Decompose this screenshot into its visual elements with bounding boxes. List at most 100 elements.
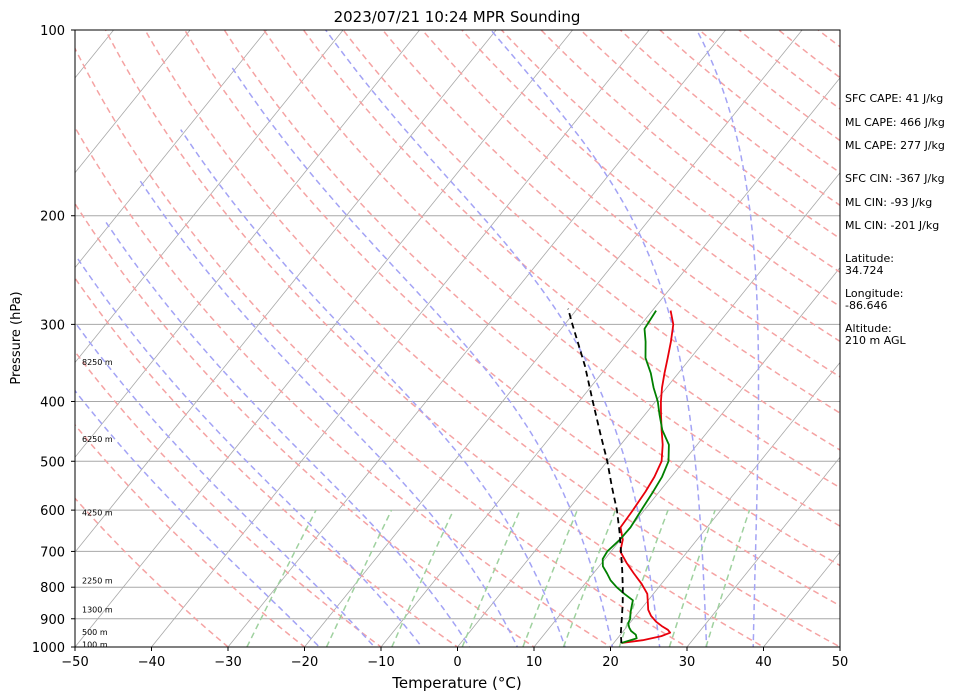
- y-tick-label: 300: [40, 318, 65, 333]
- altitude-label: 100 m: [82, 640, 108, 649]
- x-axis-ticks: −50 −40 −30 −20 −10 0 10 20 30 40 50: [61, 647, 848, 670]
- isotherm-line: [75, 30, 344, 364]
- y-tick-label: 1000: [32, 641, 65, 656]
- isotherm-line: [75, 30, 191, 174]
- moist-adiabat-line: [490, 30, 708, 647]
- isotherm-line: [533, 266, 840, 647]
- mixing-ratio-line: [246, 509, 317, 647]
- sfc-cin-text: SFC CIN: -367 J/kg: [845, 172, 945, 185]
- isotherm-line: [75, 30, 573, 647]
- y-tick-label: 200: [40, 210, 65, 225]
- x-tick-label: 40: [755, 655, 772, 670]
- location-info: Latitude: 34.724 Longitude: -86.646 Alti…: [845, 252, 907, 347]
- altitude-label: 4250 m: [82, 508, 113, 517]
- x-tick-label: −10: [367, 655, 394, 670]
- ml-cin-text-2: ML CIN: -201 J/kg: [845, 219, 939, 232]
- x-tick-label: 0: [453, 655, 461, 670]
- isotherm-line: [75, 30, 267, 269]
- moist-adiabat-line: [180, 129, 566, 647]
- y-tick-label: 800: [40, 581, 65, 596]
- adiabat-layer: [75, 30, 840, 647]
- x-tick-label: 20: [602, 655, 619, 670]
- dry-adiabat-line: [75, 125, 612, 647]
- mixing-ratio-line: [522, 509, 578, 647]
- altitude-label-layer: 100 m 500 m 1300 m 2250 m 4250 m 6250 m 8250 m: [82, 358, 113, 649]
- dry-adiabat-line: [183, 30, 840, 607]
- x-tick-label: 50: [832, 655, 849, 670]
- dry-adiabat-line: [75, 202, 536, 647]
- cape-cin-annotations: SFC CAPE: 41 J/kg ML CAPE: 466 J/kg ML C…: [845, 92, 945, 232]
- y-tick-label: 700: [40, 545, 65, 560]
- longitude-value: -86.646: [845, 299, 887, 312]
- altitude-value: 210 m AGL: [845, 334, 907, 347]
- longitude-label: Longitude:: [845, 287, 903, 300]
- grid-layer: [75, 30, 840, 647]
- x-tick-label: 30: [679, 655, 696, 670]
- isotherm-line: [686, 456, 840, 647]
- altitude-label: 1300 m: [82, 606, 113, 615]
- dry-adiabat-line: [658, 30, 840, 174]
- x-tick-label: −20: [291, 655, 318, 670]
- x-tick-label: −30: [214, 655, 241, 670]
- dry-adiabat-line: [75, 276, 459, 647]
- temperature-profile-line: [619, 310, 675, 644]
- y-axis-label: Pressure (hPa): [9, 291, 24, 384]
- altitude-label: 6250 m: [82, 435, 113, 444]
- altitude-label: 500 m: [82, 628, 108, 637]
- dry-adiabat-line: [223, 30, 840, 567]
- moist-adiabat-line: [75, 389, 321, 647]
- latitude-value: 34.724: [845, 264, 884, 277]
- dewpoint-profile-line: [601, 310, 670, 644]
- dry-adiabat-line: [144, 30, 840, 647]
- chart-title: 2023/07/21 10:24 MPR Sounding: [334, 8, 581, 26]
- ml-cape-text: ML CAPE: 466 J/kg: [845, 116, 945, 129]
- y-tick-label: 500: [40, 455, 65, 470]
- moist-adiabat-line: [696, 30, 760, 647]
- y-axis-ticks: 1000 900 800 700 600 500 400 300 200 100: [32, 24, 75, 656]
- mixing-ratio-line: [668, 509, 716, 647]
- mixing-ratio-line: [705, 509, 751, 647]
- isotherm-line: [457, 172, 840, 647]
- y-tick-label: 600: [40, 504, 65, 519]
- moist-adiabat-line: [77, 258, 423, 647]
- x-axis-label: Temperature (°C): [391, 674, 521, 692]
- y-tick-label: 900: [40, 613, 65, 628]
- moist-adiabat-line: [105, 221, 471, 647]
- altitude-label: 8250 m: [82, 358, 113, 367]
- dry-adiabat-line: [75, 423, 306, 647]
- profile-layer: [567, 308, 675, 644]
- altitude-label: 2250 m: [82, 576, 113, 585]
- mixing-ratio-line: [562, 509, 617, 647]
- altitude-label: Altitude:: [845, 322, 892, 335]
- dry-adiabat-line: [75, 46, 689, 647]
- latitude-label: Latitude:: [845, 252, 894, 265]
- ml-cape-text-2: ML CAPE: 277 J/kg: [845, 139, 945, 152]
- dry-adiabat-line: [381, 30, 840, 414]
- moist-adiabat-line: [138, 179, 519, 647]
- dry-adiabat-line: [421, 30, 840, 378]
- moist-adiabat-line: [231, 67, 614, 647]
- mixing-ratio-line: [461, 509, 521, 647]
- isotherm-line: [75, 30, 497, 553]
- dry-adiabat-line: [75, 497, 230, 647]
- dry-adiabat-line: [342, 30, 840, 451]
- isotherm-line: [227, 30, 726, 647]
- isotherm-line: [75, 30, 420, 458]
- ml-cin-text: ML CIN: -93 J/kg: [845, 196, 932, 209]
- moist-adiabat-line: [75, 321, 376, 647]
- dry-adiabat-line: [75, 350, 383, 647]
- parcel-path-line: [567, 308, 624, 644]
- mixing-ratio-line: [618, 509, 669, 647]
- dry-adiabat-line: [104, 30, 766, 647]
- x-tick-label: −50: [61, 655, 88, 670]
- y-tick-label: 400: [40, 395, 65, 410]
- isotherm-line: [380, 77, 840, 647]
- y-tick-label: 100: [40, 24, 65, 39]
- x-tick-label: 10: [526, 655, 543, 670]
- moist-adiabat-line: [325, 30, 661, 647]
- mixing-ratio-line: [391, 509, 455, 647]
- dry-adiabat-line: [698, 30, 840, 142]
- isotherm-line: [304, 30, 803, 647]
- isotherm-line: [610, 361, 840, 647]
